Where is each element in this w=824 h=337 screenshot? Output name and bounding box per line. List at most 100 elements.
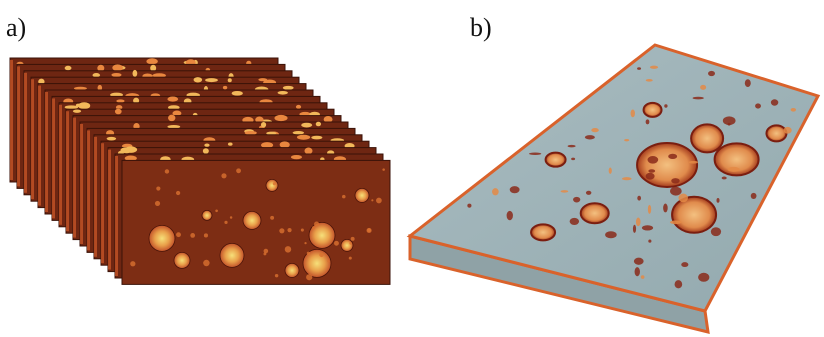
cell-dot	[678, 194, 687, 203]
cell-dot	[591, 128, 598, 132]
cell-dot	[648, 205, 651, 214]
cell-dot	[711, 227, 721, 236]
cell-dot	[306, 274, 312, 280]
cell-dot	[382, 168, 385, 171]
panel-label: b)	[470, 13, 492, 42]
cell-dot	[635, 267, 640, 276]
cell-dot	[633, 225, 636, 233]
cell-blob	[309, 222, 335, 248]
cell-dot	[791, 108, 796, 112]
cell-dot	[634, 258, 644, 265]
slice-spot	[261, 122, 266, 128]
cell-dot	[646, 119, 650, 124]
cell-dot	[263, 252, 266, 255]
slice-spot	[107, 137, 117, 141]
slice-spot	[111, 73, 121, 77]
cell-dot	[275, 274, 278, 277]
cell-dot	[693, 97, 704, 100]
cell-dot	[771, 99, 778, 105]
slice-edge	[87, 130, 90, 250]
figure: a) b)	[0, 0, 824, 337]
cell-blob	[672, 197, 716, 233]
slice-spot	[205, 78, 218, 82]
slice-spot	[73, 110, 81, 113]
cell-dot	[755, 103, 761, 108]
slice-spot	[301, 123, 312, 128]
cell-dot	[585, 135, 595, 139]
cell-dot	[334, 241, 339, 246]
cell-blob	[355, 188, 369, 202]
cell-dot	[708, 71, 715, 76]
slice-spot	[258, 78, 267, 81]
cell-dot	[646, 173, 655, 180]
slice-spot	[112, 64, 123, 71]
cell-dot	[156, 186, 160, 190]
slice-spot	[194, 77, 203, 82]
cell-dot	[642, 225, 653, 230]
slice-spot	[146, 58, 158, 64]
slice-edge	[52, 98, 55, 218]
cell-dot	[700, 85, 706, 90]
cell-dot	[573, 197, 580, 203]
panel-label: a)	[6, 13, 26, 42]
cell-dot	[675, 280, 683, 288]
cell-dot	[285, 246, 291, 252]
cell-dot	[637, 67, 641, 70]
cell-dot	[784, 127, 792, 134]
slice-edge	[31, 79, 34, 199]
page: a) b) (() => { const data = JSON.parse(d…	[0, 0, 824, 337]
cell-dot	[467, 204, 471, 208]
cell-dot	[287, 228, 291, 232]
cell-dot	[728, 167, 740, 172]
cell-dot	[636, 218, 641, 227]
cell-blob	[766, 125, 786, 141]
cell-dot	[605, 231, 617, 238]
cell-blob	[266, 179, 278, 191]
cell-dot	[165, 169, 169, 173]
cell-dot	[236, 168, 241, 173]
cell-dot	[176, 191, 180, 195]
cell-dot	[648, 169, 655, 172]
slice-spot	[228, 78, 232, 82]
cell-dot	[646, 79, 653, 82]
cell-dot	[671, 178, 679, 183]
slice-edge	[24, 73, 27, 193]
cell-blob	[243, 211, 261, 229]
cell-dot	[492, 188, 499, 195]
slice-spot	[293, 131, 305, 135]
slice-spot	[232, 91, 243, 96]
cell-blob	[149, 225, 175, 251]
cell-dot	[568, 145, 576, 147]
cell-blob	[285, 263, 299, 277]
slice-spot	[204, 144, 209, 147]
cell-dot	[631, 110, 635, 118]
cell-blob	[174, 252, 190, 268]
cell-dot	[224, 221, 227, 224]
slice-spot	[65, 66, 72, 70]
slice-spot	[65, 105, 78, 109]
cell-dot	[312, 226, 315, 229]
slice-edge	[94, 137, 97, 257]
cell-dot	[561, 190, 569, 192]
cell-dot	[327, 260, 329, 262]
cell-dot	[215, 209, 218, 212]
cell-dot	[507, 211, 513, 220]
cell-dot	[349, 242, 352, 245]
slice-spot	[172, 111, 181, 116]
cell-dot	[270, 216, 274, 220]
cell-dot	[155, 201, 160, 206]
slice-spot	[74, 87, 87, 90]
slice-spot	[132, 70, 137, 77]
cell-dot	[367, 228, 372, 233]
cell-dot	[728, 123, 731, 126]
cell-dot	[307, 252, 310, 255]
cell-dot	[342, 195, 346, 199]
cell-dot	[664, 104, 667, 107]
slice-spot	[203, 148, 209, 154]
cell-dot	[301, 228, 304, 231]
slice-edge	[10, 60, 13, 180]
cell-dot	[648, 239, 651, 242]
cell-dot	[698, 273, 709, 282]
slice-spot	[296, 105, 301, 109]
cell-blob	[644, 103, 662, 117]
